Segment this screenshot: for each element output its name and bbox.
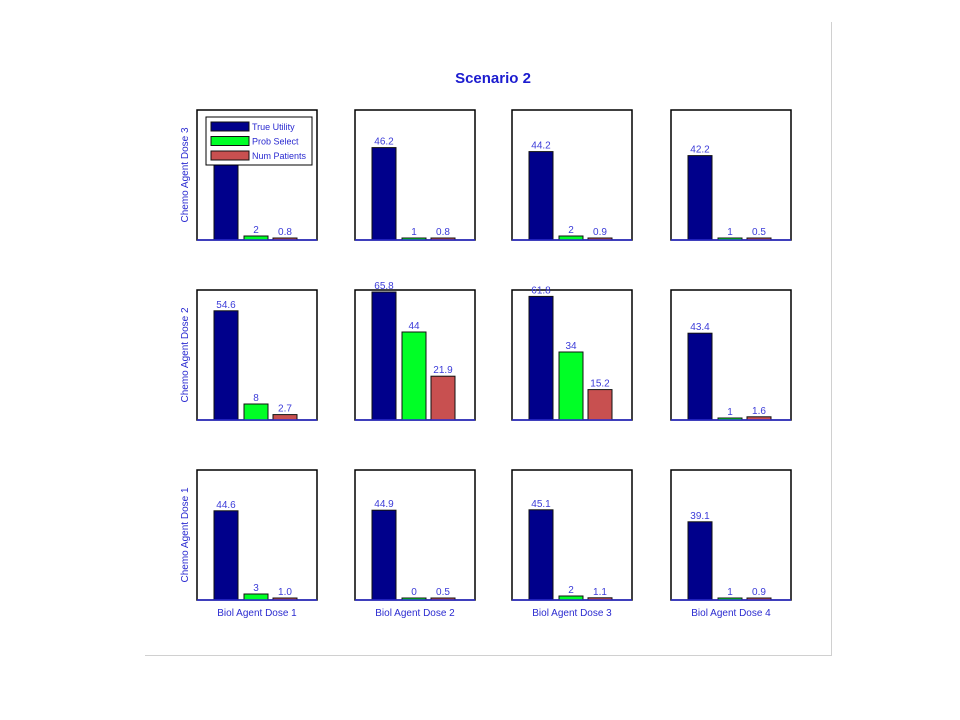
bar-value-label: 0.5: [752, 227, 766, 238]
column-label: Biol Agent Dose 1: [217, 608, 297, 619]
bar-true-utility: [687, 155, 713, 241]
bar-value-label: 1: [411, 227, 417, 238]
bar-value-label: 2: [253, 225, 259, 236]
legend-swatch: [210, 136, 250, 146]
bar-true-utility: [528, 295, 554, 421]
bar-value-label: 46.2: [374, 137, 394, 148]
bar-true-utility: [528, 509, 554, 601]
row-label: Chemo Agent Dose 1: [180, 487, 191, 582]
bar-value-label: 1: [727, 587, 733, 598]
bar-value-label: 44.6: [216, 500, 236, 511]
bar-prob-select: [243, 403, 269, 421]
bar-value-label: 3: [253, 583, 259, 594]
bar-value-label: 0.9: [593, 227, 607, 238]
column-label: Biol Agent Dose 3: [532, 608, 612, 619]
figure-frame: [145, 22, 832, 656]
bar-value-label: 2.7: [278, 404, 292, 415]
bar-value-label: 42.2: [690, 145, 710, 156]
bar-true-utility: [371, 291, 397, 421]
bar-value-label: 39.1: [690, 511, 710, 522]
bar-value-label: 65.8: [374, 281, 394, 292]
panel-r2-c3: 61.8 34 15.2: [511, 285, 633, 421]
bar-true-utility: [371, 509, 397, 601]
bar-num-patients: [272, 414, 298, 421]
panel-r1-c4: 42.2 1 0.5: [670, 109, 792, 241]
bar-prob-select: [243, 593, 269, 601]
panel-r1-c2: 46.2 1 0.8: [354, 109, 476, 241]
bar-true-utility: [528, 151, 554, 241]
bar-value-label: 61.8: [531, 285, 551, 296]
bar-value-label: 1: [727, 407, 733, 418]
bar-prob-select: [558, 351, 584, 421]
bar-value-label: 0: [411, 587, 417, 598]
bar-value-label: 0.8: [436, 227, 450, 238]
row-label: Chemo Agent Dose 3: [180, 127, 191, 222]
row-label: Chemo Agent Dose 2: [180, 307, 191, 402]
bar-value-label: 44: [408, 321, 420, 332]
bar-value-label: 45.1: [531, 499, 551, 510]
legend: True Utility Prob Select Num Patients: [205, 116, 313, 166]
legend-entry: Num Patients: [252, 151, 307, 161]
bar-value-label: 1.0: [278, 587, 292, 598]
bar-value-label: 0.5: [436, 587, 450, 598]
bar-value-label: 34: [565, 341, 577, 352]
panel-r1-c3: 44.2 2 0.9: [511, 109, 633, 241]
panel-r3-c3: 45.1 2 1.1: [511, 469, 633, 601]
panel-r3-c2: 44.9 0 0.5: [354, 469, 476, 601]
bar-true-utility: [687, 521, 713, 601]
panel-r2-c1: 54.6 8 2.7: [196, 289, 318, 421]
bar-value-label: 21.9: [433, 365, 453, 376]
column-label: Biol Agent Dose 4: [691, 608, 771, 619]
bar-value-label: 15.2: [590, 379, 610, 390]
bar-value-label: 2: [568, 225, 574, 236]
bar-true-utility: [213, 310, 239, 421]
bar-true-utility: [687, 332, 713, 421]
column-label: Biol Agent Dose 2: [375, 608, 455, 619]
panel-grid: 47.220.846.210.844.220.942.210.554.682.7…: [180, 109, 792, 619]
chart-title: Scenario 2: [455, 70, 531, 87]
legend-entry: True Utility: [252, 122, 295, 132]
bar-value-label: 44.9: [374, 499, 394, 510]
bar-num-patients: [430, 375, 456, 421]
bar-value-label: 0.8: [278, 227, 292, 238]
bar-value-label: 2: [568, 585, 574, 596]
bar-value-label: 1: [727, 227, 733, 238]
bar-value-label: 1.6: [752, 406, 766, 417]
bar-value-label: 43.4: [690, 322, 710, 333]
legend-swatch: [210, 121, 250, 132]
panel-r2-c4: 43.4 1 1.6: [670, 289, 792, 421]
bar-value-label: 8: [253, 393, 259, 404]
bar-true-utility: [371, 147, 397, 241]
bar-true-utility: [213, 510, 239, 601]
panel-r3-c1: 44.6 3 1.0: [196, 469, 318, 601]
bar-value-label: 54.6: [216, 300, 236, 311]
panel-r2-c2: 65.8 44 21.9: [354, 281, 476, 421]
bar-num-patients: [587, 389, 613, 421]
bar-value-label: 1.1: [593, 587, 607, 598]
legend-swatch: [210, 150, 250, 161]
bar-prob-select: [401, 331, 427, 421]
legend-entry: Prob Select: [252, 137, 299, 147]
panel-r3-c4: 39.1 1 0.9: [670, 469, 792, 601]
bar-value-label: 0.9: [752, 587, 766, 598]
bar-value-label: 44.2: [531, 141, 551, 152]
